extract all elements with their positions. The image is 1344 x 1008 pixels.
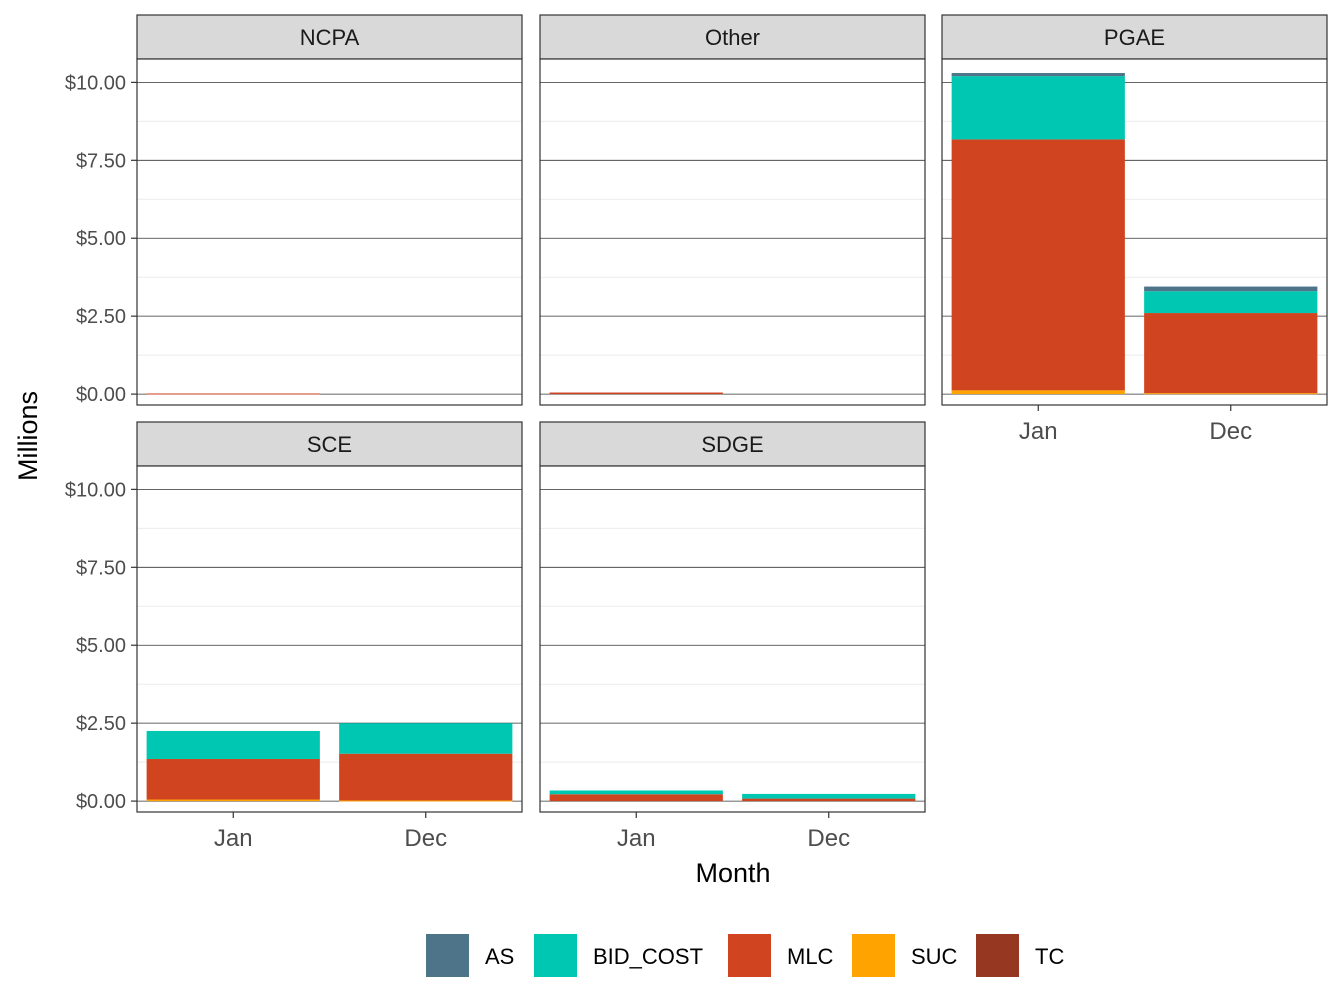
facet-strip-label: SDGE xyxy=(701,432,763,457)
plot-background xyxy=(137,59,522,405)
legend-swatch xyxy=(728,934,771,977)
y-tick-label: $0.00 xyxy=(76,384,126,406)
facet-strip xyxy=(539,14,926,60)
facet-strip-label: PGAE xyxy=(1104,25,1165,50)
x-tick-label: Jan xyxy=(1019,418,1058,445)
bar-segment-suc xyxy=(1144,393,1318,395)
legend-swatch xyxy=(534,934,577,977)
facet-strip xyxy=(941,14,1328,60)
x-tick-label: Dec xyxy=(1209,418,1252,445)
bar-segment-suc xyxy=(339,800,513,802)
y-tick-label: $2.50 xyxy=(76,713,126,735)
y-tick-label: $5.00 xyxy=(76,228,126,250)
legend-item-bid-cost: BID_COST xyxy=(534,934,703,977)
bar-segment-mlc xyxy=(549,392,723,395)
legend-label: TC xyxy=(1035,944,1064,969)
facet-strip xyxy=(136,421,523,467)
legend-label: AS xyxy=(485,944,514,969)
panel-border xyxy=(539,58,926,406)
y-tick-label: $0.00 xyxy=(76,791,126,813)
x-tick-label: Dec xyxy=(807,825,850,852)
bar-segment-mlc xyxy=(1144,313,1318,394)
bar-segment-suc xyxy=(951,390,1125,395)
bar-segment-mlc xyxy=(549,794,723,802)
facet-panel-other: Other xyxy=(539,14,926,406)
x-tick-label: Jan xyxy=(617,825,656,852)
bar-segment-bid-cost xyxy=(742,793,916,799)
legend-item-suc: SUC xyxy=(852,934,958,977)
bar-segment-mlc xyxy=(951,139,1125,391)
bar-segment-bid-cost xyxy=(549,790,723,795)
panel-border xyxy=(539,465,926,813)
y-tick-label: $2.50 xyxy=(76,306,126,328)
legend-swatch xyxy=(976,934,1019,977)
panel-border xyxy=(136,465,523,813)
legend-label: BID_COST xyxy=(593,944,703,969)
bar-segment-mlc xyxy=(146,393,320,395)
facet-panel-pgae: PGAE Jan Dec xyxy=(941,14,1328,445)
y-tick-label: $10.00 xyxy=(65,72,126,94)
legend-swatch xyxy=(852,934,895,977)
y-axis-title: Millions xyxy=(13,391,43,481)
facet-panel-sdge: SDGE Jan Dec xyxy=(539,421,926,852)
y-tick-label: $7.50 xyxy=(76,150,126,172)
bar-segment-mlc xyxy=(146,759,320,800)
bar-segment-as xyxy=(1144,286,1318,292)
facet-strip-label: SCE xyxy=(307,432,352,457)
y-tick-label: $5.00 xyxy=(76,635,126,657)
facet-strip-label: NCPA xyxy=(300,25,360,50)
legend-item-mlc: MLC xyxy=(728,934,834,977)
bar-segment-mlc xyxy=(339,753,513,801)
facet-strip-label: Other xyxy=(705,25,760,50)
bar-segment-mlc xyxy=(742,798,916,802)
plot-background xyxy=(540,466,925,812)
bar-segment-bid-cost xyxy=(339,723,513,754)
legend-item-as: AS xyxy=(426,934,514,977)
y-tick-label: $7.50 xyxy=(76,557,126,579)
panel-border xyxy=(136,58,523,406)
facet-panel-ncpa: NCPA $0.00 $2.50 $5.00 $7.50 $10.00 xyxy=(65,14,523,406)
facet-strip xyxy=(539,421,926,467)
facet-panels: NCPA $0.00 $2.50 $5.00 $7.50 $10.00 Other PGAE J… xyxy=(65,14,1328,852)
x-tick-label: Dec xyxy=(404,825,447,852)
bar-segment-as xyxy=(951,73,1125,77)
x-tick-label: Jan xyxy=(214,825,253,852)
plot-background xyxy=(540,59,925,405)
facet-panel-sce: SCE $0.00 $2.50 $5.00 $7.50 $10.00 Jan Dec xyxy=(65,421,523,852)
legend-item-tc: TC xyxy=(976,934,1064,977)
y-tick-label: $10.00 xyxy=(65,479,126,501)
x-axis-title: Month xyxy=(695,858,770,888)
legend-swatch xyxy=(426,934,469,977)
bar-segment-bid-cost xyxy=(951,76,1125,140)
bar-segment-bid-cost xyxy=(1144,291,1318,314)
legend-label: MLC xyxy=(787,944,834,969)
legend-label: SUC xyxy=(911,944,958,969)
panel-border xyxy=(941,58,1328,406)
legend: AS BID_COST MLC SUC TC xyxy=(426,934,1064,977)
bar-segment-bid-cost xyxy=(146,730,320,760)
facet-strip xyxy=(136,14,523,60)
bar-segment-suc xyxy=(146,799,320,802)
